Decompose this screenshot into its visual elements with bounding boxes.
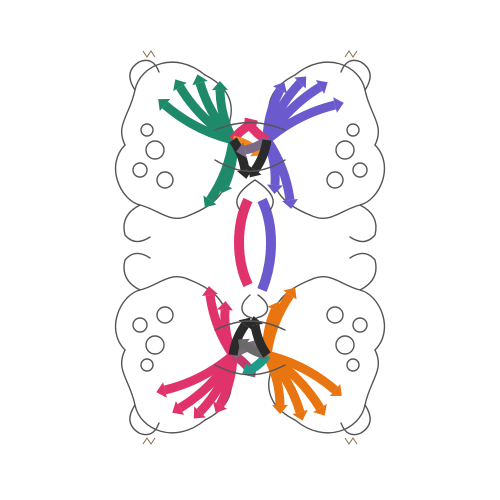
strand-arrowhead bbox=[283, 287, 297, 300]
strand-arrowhead bbox=[173, 79, 187, 92]
strand-arrowhead bbox=[292, 409, 308, 421]
strand-arrowhead bbox=[329, 383, 342, 397]
coil-curl bbox=[346, 358, 360, 372]
beta-strand bbox=[251, 139, 272, 173]
beta-strand bbox=[265, 350, 338, 394]
strand-arrowhead bbox=[236, 142, 247, 158]
coil-curl bbox=[326, 171, 344, 189]
coil-curl bbox=[346, 123, 360, 137]
strand-arrowhead bbox=[158, 98, 171, 112]
coil-loop bbox=[309, 144, 386, 220]
strand-arrowhead bbox=[212, 81, 228, 91]
strand-arrowhead bbox=[203, 195, 217, 208]
strand-arrowhead bbox=[333, 97, 344, 113]
coil-loop bbox=[340, 404, 371, 436]
beta-strand bbox=[250, 324, 271, 358]
center-strand-right bbox=[257, 197, 276, 292]
strand-arrowhead bbox=[267, 184, 283, 194]
beta-strands bbox=[156, 286, 264, 419]
coil-curl bbox=[335, 140, 355, 160]
strand-arrowhead bbox=[294, 76, 307, 89]
coil-loop bbox=[129, 59, 160, 91]
beta-strand bbox=[228, 322, 249, 356]
ligand-sticks bbox=[142, 50, 156, 58]
strand-arrowhead bbox=[172, 401, 185, 415]
beta-strand bbox=[163, 351, 236, 395]
coil-curl bbox=[156, 171, 174, 189]
subunit-top-left bbox=[114, 50, 263, 243]
coil-curl bbox=[145, 140, 165, 160]
bridge-coils bbox=[214, 121, 286, 376]
subunit-top-right bbox=[236, 50, 386, 243]
ligand-sticks bbox=[344, 437, 358, 445]
coil-loop bbox=[129, 404, 160, 436]
coil-loops bbox=[114, 252, 233, 436]
coil-loop bbox=[123, 252, 151, 291]
coil-curl bbox=[352, 162, 368, 178]
coil-curl bbox=[140, 123, 154, 137]
strand-arrowhead bbox=[237, 338, 250, 352]
subunit-bottom-right bbox=[237, 252, 386, 445]
coil-loop bbox=[114, 275, 191, 351]
strand-arrowhead bbox=[212, 401, 228, 413]
ligand-sticks bbox=[142, 437, 156, 445]
center-strand-left bbox=[234, 197, 253, 288]
coil-curl bbox=[145, 335, 165, 355]
center-coil bbox=[236, 179, 274, 319]
strand-arrowhead bbox=[313, 403, 327, 416]
coil-loop bbox=[349, 252, 377, 291]
strand-arrowhead bbox=[315, 80, 328, 94]
strand-arrowhead bbox=[272, 82, 288, 94]
coil-loops bbox=[267, 59, 386, 243]
coil-curl bbox=[335, 335, 355, 355]
coil-curl bbox=[132, 317, 148, 333]
strand-arrowhead bbox=[282, 198, 298, 209]
coil-curl bbox=[352, 317, 368, 333]
subunits-layer bbox=[114, 50, 386, 445]
coil-curl bbox=[156, 306, 174, 324]
strand-arrowhead bbox=[242, 362, 254, 378]
coil-loop bbox=[340, 59, 371, 91]
coil-curl bbox=[132, 162, 148, 178]
strand-arrowhead bbox=[192, 74, 208, 86]
beta-strands bbox=[236, 76, 344, 209]
coil-loop bbox=[349, 204, 377, 243]
coil-loop bbox=[123, 204, 151, 243]
beta-strand bbox=[264, 100, 337, 144]
strand-arrowhead bbox=[217, 301, 233, 311]
center-link-layer bbox=[214, 121, 286, 376]
strand-arrowhead bbox=[202, 286, 218, 297]
strand-arrowhead bbox=[156, 382, 167, 398]
subunit-bottom-left bbox=[114, 252, 264, 445]
beta-strands bbox=[237, 287, 342, 421]
strand-arrowhead bbox=[193, 406, 206, 419]
beta-strands bbox=[158, 74, 263, 208]
coil-loop bbox=[114, 144, 191, 220]
strand-arrowhead bbox=[243, 117, 257, 130]
coil-curl bbox=[140, 358, 154, 372]
strand-arrowhead bbox=[272, 404, 288, 414]
ligand-sticks bbox=[344, 50, 358, 58]
beta-strand bbox=[162, 101, 235, 145]
coil-loop bbox=[309, 275, 386, 351]
coil-curl bbox=[326, 306, 344, 324]
